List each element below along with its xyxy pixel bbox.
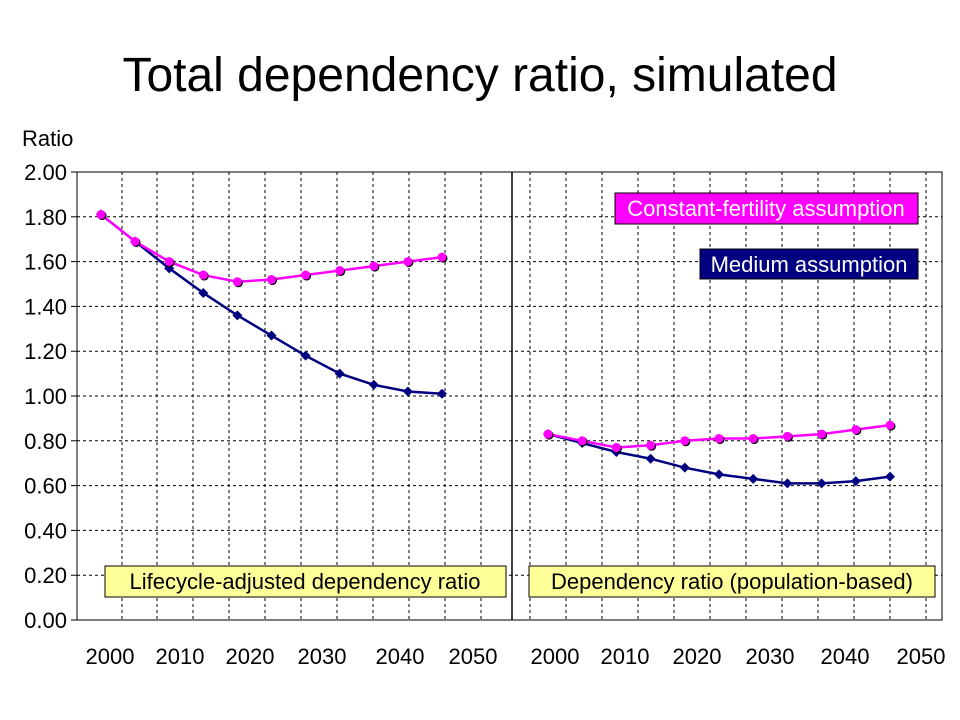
y-tick-label: 2.00 <box>24 160 67 185</box>
data-point <box>885 420 895 430</box>
data-point <box>850 476 861 487</box>
legend-box-medium <box>699 248 919 280</box>
data-point <box>816 478 827 489</box>
y-tick-label: 0.80 <box>24 429 67 454</box>
panel-label-right: Dependency ratio (population-based) <box>551 569 913 594</box>
x-tick-label: 2030 <box>746 644 795 669</box>
data-point <box>266 330 277 341</box>
data-point <box>782 478 793 489</box>
x-tick-label: 2040 <box>821 644 870 669</box>
panel-label-box-right <box>528 565 936 598</box>
y-tick-label: 1.60 <box>24 250 67 275</box>
x-tick-label: 2020 <box>673 644 722 669</box>
y-tick-label: 0.60 <box>24 474 67 499</box>
x-tick-label: 2000 <box>86 644 135 669</box>
data-point <box>611 443 621 453</box>
data-point <box>232 277 242 287</box>
y-tick-label: 1.20 <box>24 339 67 364</box>
x-tick-label: 2010 <box>601 644 650 669</box>
data-point <box>714 434 724 444</box>
data-point <box>748 473 759 484</box>
x-tick-label: 2050 <box>449 644 498 669</box>
data-point <box>368 379 379 390</box>
y-axis-label: Ratio <box>22 126 73 151</box>
x-tick-label: 2040 <box>376 644 425 669</box>
data-point <box>267 275 276 285</box>
data-point <box>646 440 656 450</box>
data-point <box>232 310 243 321</box>
data-point <box>301 270 311 280</box>
chart-title: Total dependency ratio, simulated <box>122 49 838 102</box>
legend-box-constant <box>614 192 919 225</box>
data-point <box>645 453 656 464</box>
data-point <box>164 257 174 267</box>
y-tick-label: 0.00 <box>24 608 67 633</box>
data-point <box>437 252 447 262</box>
data-point <box>198 270 208 280</box>
data-point <box>437 388 447 399</box>
data-point <box>679 462 690 473</box>
data-point <box>782 431 792 441</box>
y-tick-label: 0.40 <box>24 518 67 543</box>
x-tick-label: 2050 <box>897 644 946 669</box>
data-point <box>851 425 861 435</box>
data-point <box>96 210 106 220</box>
data-point <box>130 236 140 246</box>
data-point <box>402 386 413 397</box>
data-point <box>369 261 379 271</box>
data-point <box>335 266 345 276</box>
data-point <box>543 429 553 439</box>
data-point <box>885 471 895 482</box>
x-tick-label: 2010 <box>156 644 205 669</box>
y-tick-label: 0.20 <box>24 563 67 588</box>
y-tick-label: 1.80 <box>24 205 67 230</box>
x-tick-label: 2000 <box>531 644 580 669</box>
data-point <box>680 436 690 446</box>
legend-label-constant: Constant-fertility assumption <box>627 196 905 221</box>
panel-label-left: Lifecycle-adjusted dependency ratio <box>129 569 480 594</box>
y-tick-label: 1.40 <box>24 294 67 319</box>
data-point <box>403 257 413 267</box>
x-tick-label: 2030 <box>298 644 347 669</box>
data-point <box>714 469 724 480</box>
data-point <box>577 436 587 446</box>
data-point <box>334 368 345 379</box>
data-point <box>300 350 311 361</box>
data-point <box>748 434 758 444</box>
data-point <box>817 429 827 439</box>
y-tick-label: 1.00 <box>24 384 67 409</box>
panel-label-box-left <box>104 565 507 598</box>
x-tick-label: 2020 <box>226 644 275 669</box>
legend-label-medium: Medium assumption <box>711 252 908 277</box>
data-point <box>198 287 209 298</box>
